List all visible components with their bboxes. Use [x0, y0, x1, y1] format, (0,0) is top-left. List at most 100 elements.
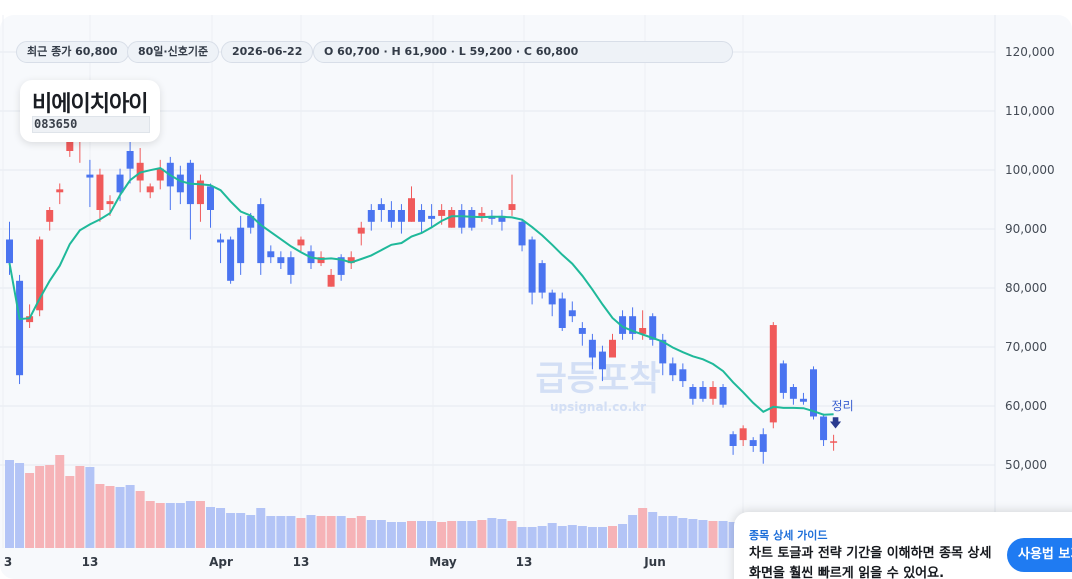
candle-body — [518, 221, 526, 246]
volume-bar — [417, 521, 427, 548]
moving-average-line — [8, 167, 834, 416]
candle-body — [327, 274, 335, 287]
volume-bar — [678, 518, 688, 548]
candle-body — [538, 263, 546, 293]
watermark-title: 급등포착 — [535, 359, 660, 399]
candle-body — [207, 186, 214, 210]
volume-bar — [5, 460, 14, 548]
candle-body — [619, 316, 627, 334]
candle-body — [317, 257, 325, 264]
volume-bar — [487, 518, 497, 548]
candle-body — [337, 257, 345, 275]
volume-bar — [346, 518, 356, 548]
x-tick-label: 13 — [82, 555, 99, 569]
candle-body — [810, 369, 817, 417]
candle-body — [287, 257, 295, 275]
candle-body — [598, 351, 606, 370]
candlestick-chart[interactable]: 120,000 110,000 100,000 90,000 80,000 70,000 6… — [0, 15, 1072, 579]
volume-bar — [145, 501, 155, 548]
x-tick-label: 3 — [4, 555, 12, 569]
last-close-badge: 최근 종가 60,800 — [16, 41, 129, 63]
x-tick-label: Jun — [643, 555, 666, 569]
candle-body — [669, 363, 677, 376]
volume-bar — [708, 521, 718, 548]
volume-bar — [296, 518, 306, 548]
volume-bar — [15, 463, 25, 548]
candle-body — [719, 387, 727, 405]
volume-bar — [407, 521, 416, 548]
y-tick-label: 90,000 — [1005, 222, 1047, 236]
candle-body — [277, 257, 285, 264]
y-tick-label: 100,000 — [1005, 163, 1055, 177]
volume-bar — [547, 523, 557, 548]
candle-body — [749, 440, 757, 446]
candle-body — [367, 210, 375, 222]
candle-body — [196, 180, 204, 205]
candle-body — [357, 227, 365, 234]
guide-popup: 종목 상세 가이드 차트 토글과 전략 기간을 이해하면 종목 상세 화면을 훨… — [734, 512, 1072, 579]
volume-bar — [25, 473, 35, 548]
volume-bar — [386, 522, 396, 548]
candle-body — [227, 239, 235, 281]
volume-bar — [246, 515, 256, 548]
volume-bar — [45, 465, 55, 548]
volume-bar — [728, 522, 738, 548]
candle-body — [347, 257, 355, 264]
volume-bar — [517, 527, 527, 548]
volume-bar — [195, 501, 205, 548]
volume-bar — [286, 516, 296, 548]
volume-bar — [55, 455, 65, 548]
candle-body — [568, 310, 576, 317]
usage-guide-button[interactable]: 사용법 보기 — [1007, 538, 1072, 572]
volume-bar — [618, 524, 628, 548]
candle-body — [528, 239, 536, 293]
candle-body — [709, 387, 717, 399]
volume-bar — [366, 520, 376, 548]
candle-body — [156, 168, 164, 181]
candle-body — [448, 210, 456, 228]
volume-bar — [497, 519, 507, 548]
stock-code: 083650 — [32, 116, 150, 133]
guide-body: 차트 토글과 전략 기간을 이해하면 종목 상세 화면을 훨씬 빠르게 읽을 수… — [749, 546, 992, 579]
candle-body — [46, 210, 54, 222]
volume-bar — [316, 516, 326, 548]
volume-bar — [95, 484, 105, 548]
candle-body — [498, 215, 506, 222]
volume-bar — [507, 521, 517, 548]
y-tick-label: 50,000 — [1005, 458, 1047, 472]
candle-body — [106, 201, 114, 205]
volume-bar — [85, 467, 95, 548]
candle-body — [699, 387, 707, 399]
candle-body — [689, 387, 697, 399]
x-tick-label: 13 — [293, 555, 310, 569]
candle-body — [799, 398, 807, 402]
volume-bar — [216, 508, 226, 548]
candle-body — [257, 204, 265, 264]
volume-bar — [537, 526, 547, 548]
volume-bar — [577, 526, 587, 548]
candle-body — [146, 186, 154, 193]
watermark-url: upsignal.co.kr — [550, 400, 646, 414]
candle-body — [387, 210, 395, 222]
period-badge: 80일·신호기준 — [127, 41, 220, 63]
volume-bar — [457, 521, 467, 548]
candle-body — [217, 239, 225, 243]
volume-bar — [587, 527, 597, 548]
volume-bar — [326, 516, 336, 548]
volume-bar — [597, 527, 607, 548]
candle-body — [609, 339, 616, 358]
volume-bar — [165, 503, 175, 548]
candle-body — [629, 316, 637, 334]
volume-bar — [396, 522, 406, 548]
volume-bar — [336, 516, 346, 548]
candle-body — [779, 363, 787, 393]
candle-body — [769, 325, 777, 423]
candle-body — [468, 210, 476, 228]
candle-body — [789, 387, 797, 399]
candle-body — [116, 174, 124, 193]
volume-bar — [658, 516, 668, 548]
candle-body — [830, 441, 838, 443]
candle-body — [126, 151, 134, 169]
candle-body — [247, 215, 255, 228]
volume-bar — [648, 512, 658, 548]
